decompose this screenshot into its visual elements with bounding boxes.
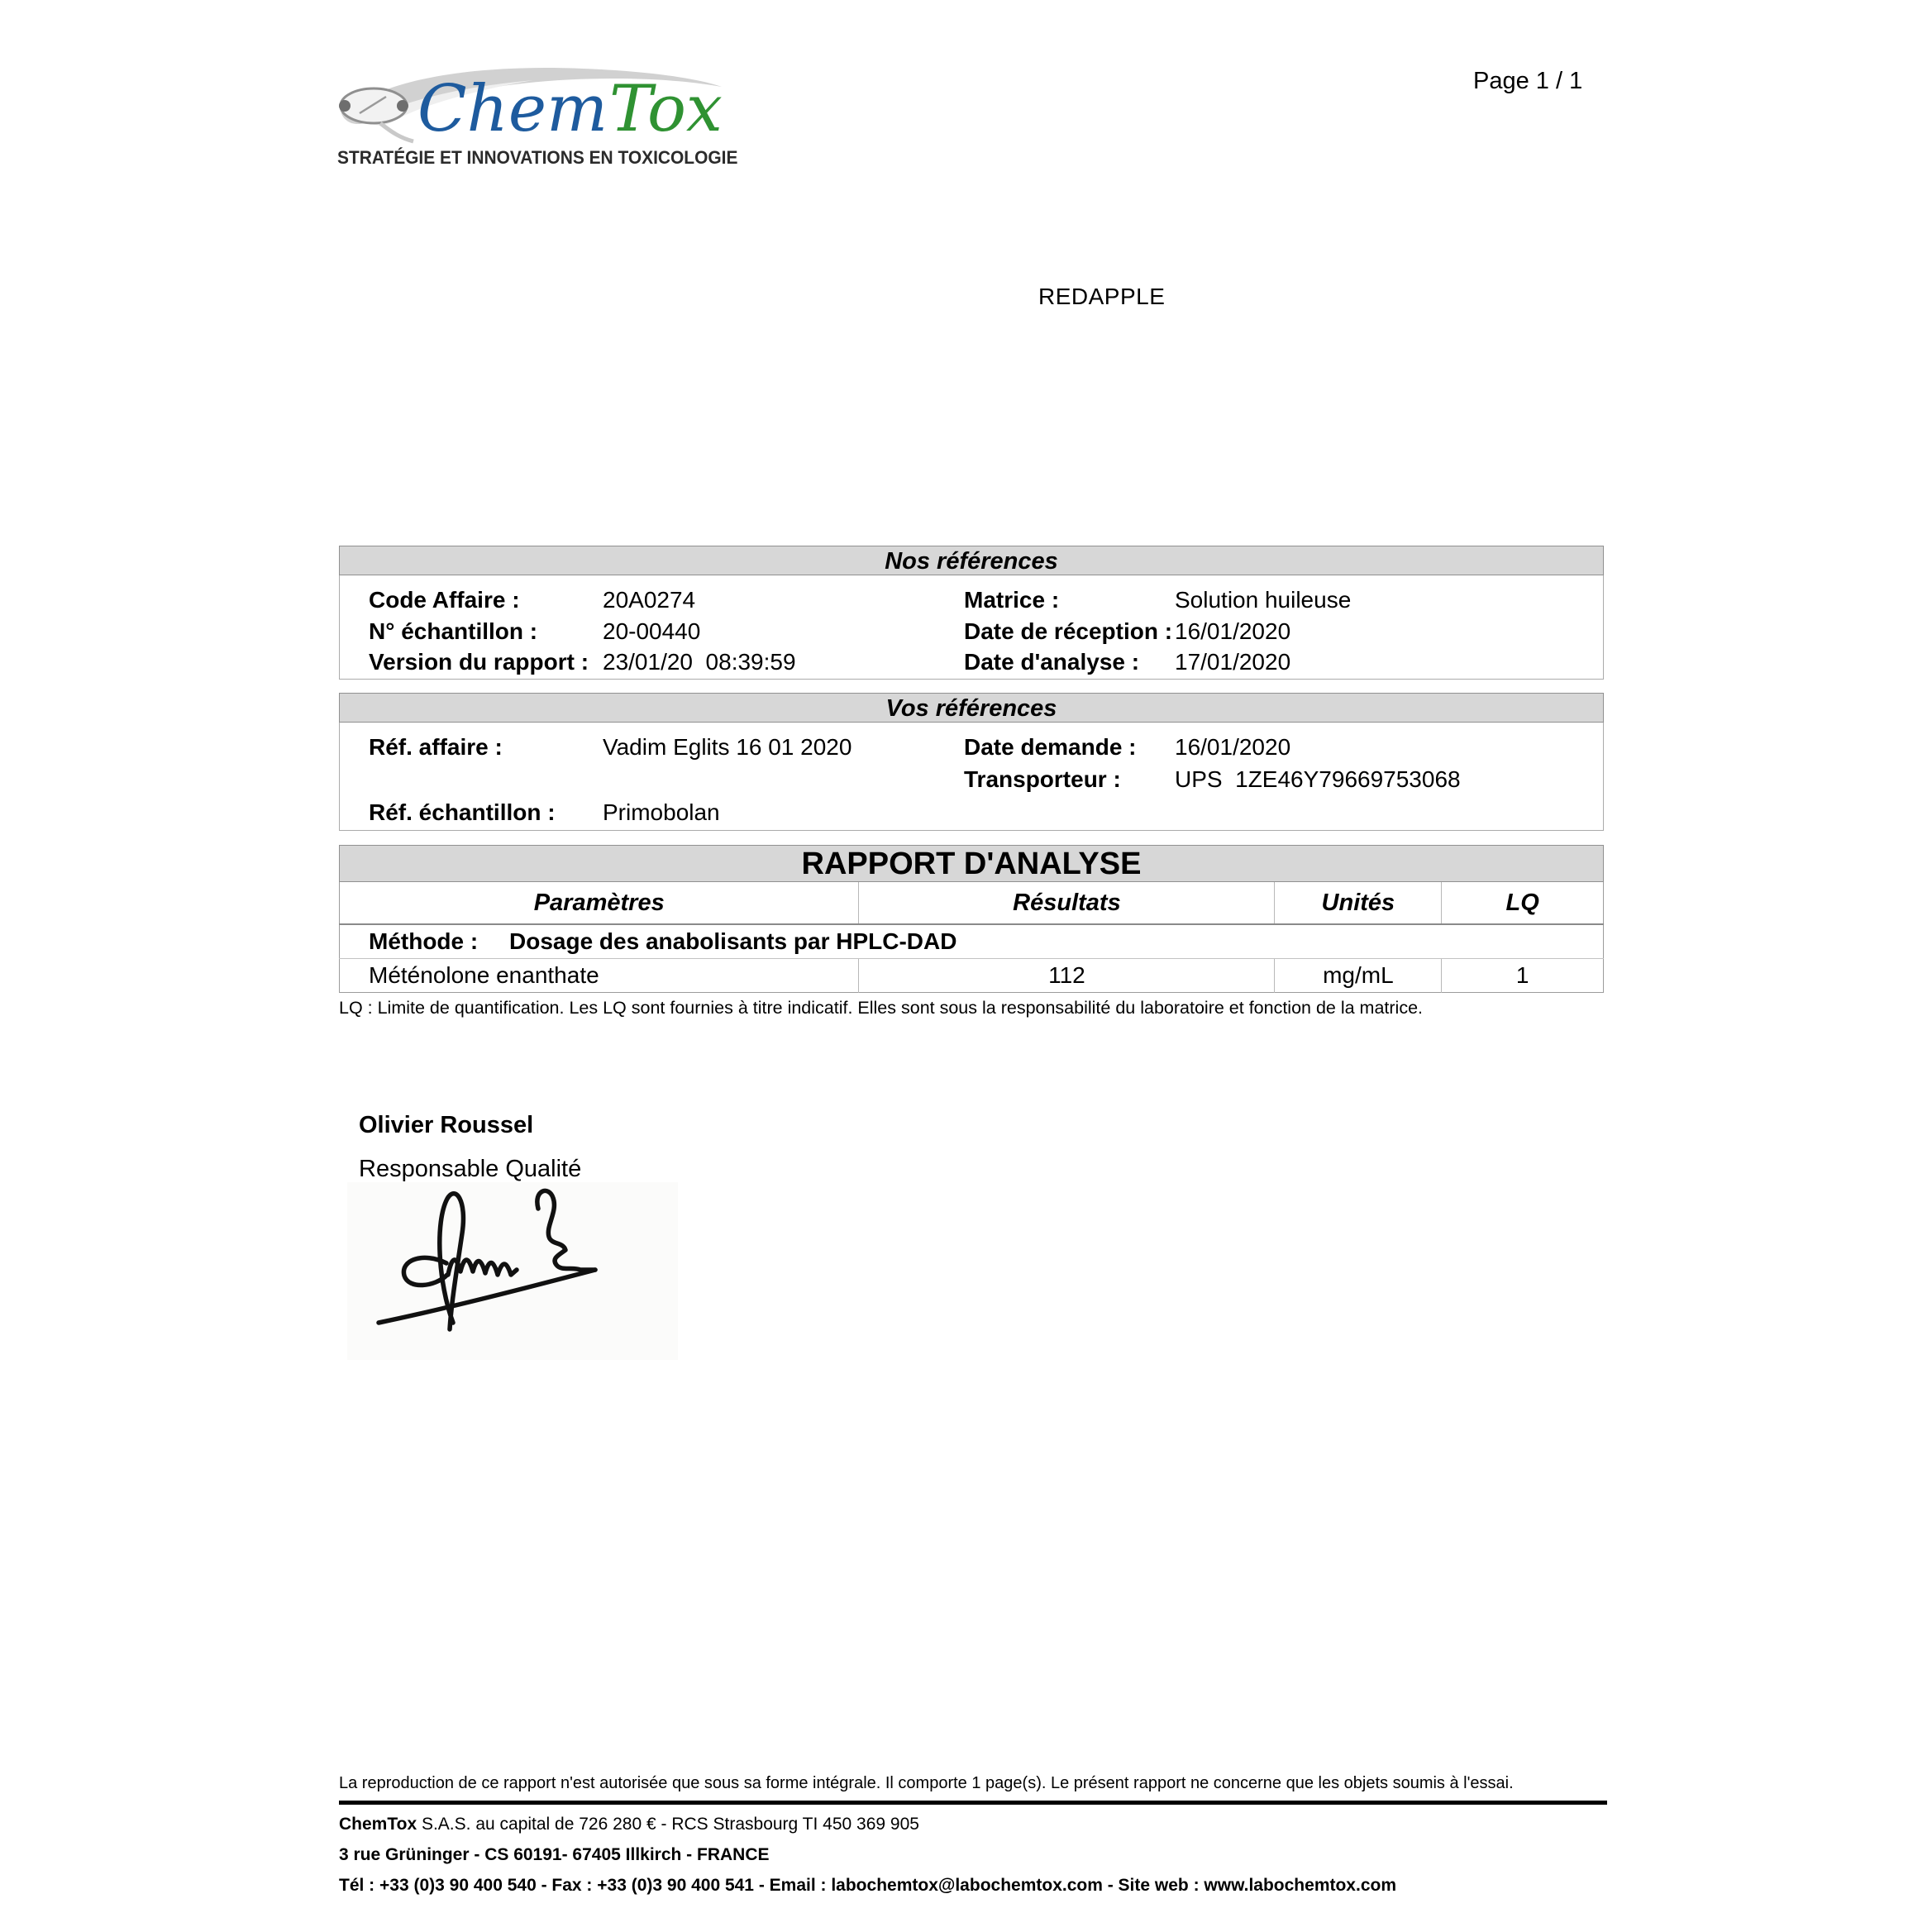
field-label: Matrice : (964, 587, 1060, 613)
rapport-analyse-title: RAPPORT D'ANALYSE (339, 845, 1604, 882)
field-label: Date demande : (964, 734, 1137, 760)
logo-tagline: STRATÉGIE ET INNOVATIONS EN TOXICOLOGIE (337, 147, 738, 168)
logo-text-chem: Chem (417, 72, 608, 145)
column-header-resultats: Résultats (858, 882, 1275, 925)
field-value: 16/01/2020 (1175, 618, 1291, 644)
field-value (1175, 798, 1603, 830)
field-label: Transporteur : (964, 766, 1121, 793)
lq-footnote: LQ : Limite de quantification. Les LQ so… (339, 998, 1424, 1018)
column-header-unites: Unités (1274, 882, 1442, 925)
footer-divider (339, 1801, 1607, 1805)
field-label: Réf. échantillon : (369, 799, 556, 825)
logo-capsule-dot-left-icon (339, 100, 351, 112)
field-label: Version du rapport : (369, 649, 589, 675)
results-header-row: Paramètres Résultats Unités LQ (339, 882, 1604, 925)
field-value: 16/01/2020 (1175, 734, 1291, 760)
field-label: Date de réception : (964, 618, 1173, 644)
signatory-name: Olivier Roussel (359, 1112, 534, 1138)
logo-capsule-line-icon (359, 95, 387, 115)
field-value (603, 765, 964, 797)
rapport-analyse-table: RAPPORT D'ANALYSE Paramètres Résultats U… (339, 845, 1604, 993)
field-label: N° échantillon : (369, 618, 538, 644)
logo-swoosh-icon (341, 68, 722, 125)
result-parametre: Méténolone enanthate (369, 962, 599, 988)
vos-references-title: Vos références (339, 693, 1604, 723)
field-label (369, 765, 603, 797)
logo-capsule-dot-right-icon (397, 100, 408, 112)
methode-label: Méthode : (369, 928, 479, 954)
column-header-lq: LQ (1441, 882, 1604, 925)
column-header-parametres: Paramètres (339, 882, 859, 925)
footer: La reproduction de ce rapport n'est auto… (339, 1774, 1607, 1896)
footer-company-suffix: S.A.S. au capital de 726 280 € - RCS Str… (417, 1815, 919, 1834)
field-label: Date d'analyse : (964, 649, 1140, 675)
vos-references-body: Réf. affaire : Vadim Eglits 16 01 2020 D… (339, 723, 1604, 831)
logo-tail-icon (379, 122, 414, 144)
signatory-role: Responsable Qualité (359, 1156, 582, 1182)
field-value: UPS 1ZE46Y79669753068 (1175, 766, 1461, 793)
page-number: Page 1 / 1 (1473, 68, 1583, 94)
footer-address-line: 3 rue Grüninger - CS 60191- 67405 Illkir… (339, 1845, 770, 1864)
result-unite: mg/mL (1274, 958, 1442, 993)
nos-references-title: Nos références (339, 546, 1604, 575)
recipient-name: REDAPPLE (1038, 284, 1166, 309)
field-value: 17/01/2020 (1175, 649, 1291, 675)
vos-references-table: Vos références Réf. affaire : Vadim Egli… (339, 693, 1604, 831)
signature-strokes-icon (376, 1188, 598, 1332)
footer-contact-line: Tél : +33 (0)3 90 400 540 - Fax : +33 (0… (339, 1876, 1397, 1895)
field-value: Vadim Eglits 16 01 2020 (603, 734, 852, 760)
result-value: 112 (858, 958, 1275, 993)
chemtox-logo: Chem Tox STRATÉGIE ET INNOVATIONS EN TOX… (335, 62, 738, 174)
field-label: Code Affaire : (369, 587, 520, 613)
signature-image (347, 1182, 678, 1360)
result-row: Méténolone enanthate 112 mg/mL 1 (340, 958, 1604, 993)
chemtox-logo-art: Chem Tox (339, 68, 723, 145)
methode-row: Méthode : Dosage des anabolisants par HP… (339, 924, 1604, 959)
methode-value: Dosage des anabolisants par HPLC-DAD (509, 928, 957, 954)
nos-references-body: Code Affaire : 20A0274 Matrice : Solutio… (339, 575, 1604, 680)
signatory-block: Olivier Roussel Responsable Qualité (347, 1112, 822, 1360)
results-table: Paramètres Résultats Unités LQ Méthode :… (339, 882, 1604, 993)
field-value: 23/01/20 08:39:59 (603, 649, 796, 675)
field-label: Réf. affaire : (369, 734, 503, 760)
field-value: 20A0274 (603, 587, 696, 613)
field-value: Solution huileuse (1175, 587, 1352, 613)
result-lq: 1 (1441, 958, 1604, 993)
field-value: Primobolan (603, 799, 720, 825)
reproduction-note: La reproduction de ce rapport n'est auto… (339, 1774, 1514, 1792)
nos-references-table: Nos références Code Affaire : 20A0274 Ma… (339, 546, 1604, 680)
field-label (964, 798, 1175, 830)
footer-company-line: ChemTox S.A.S. au capital de 726 280 € -… (339, 1814, 1607, 1835)
logo-text-tox: Tox (609, 72, 723, 145)
footer-company-name: ChemTox (339, 1815, 417, 1834)
field-value: 20-00440 (603, 618, 701, 644)
